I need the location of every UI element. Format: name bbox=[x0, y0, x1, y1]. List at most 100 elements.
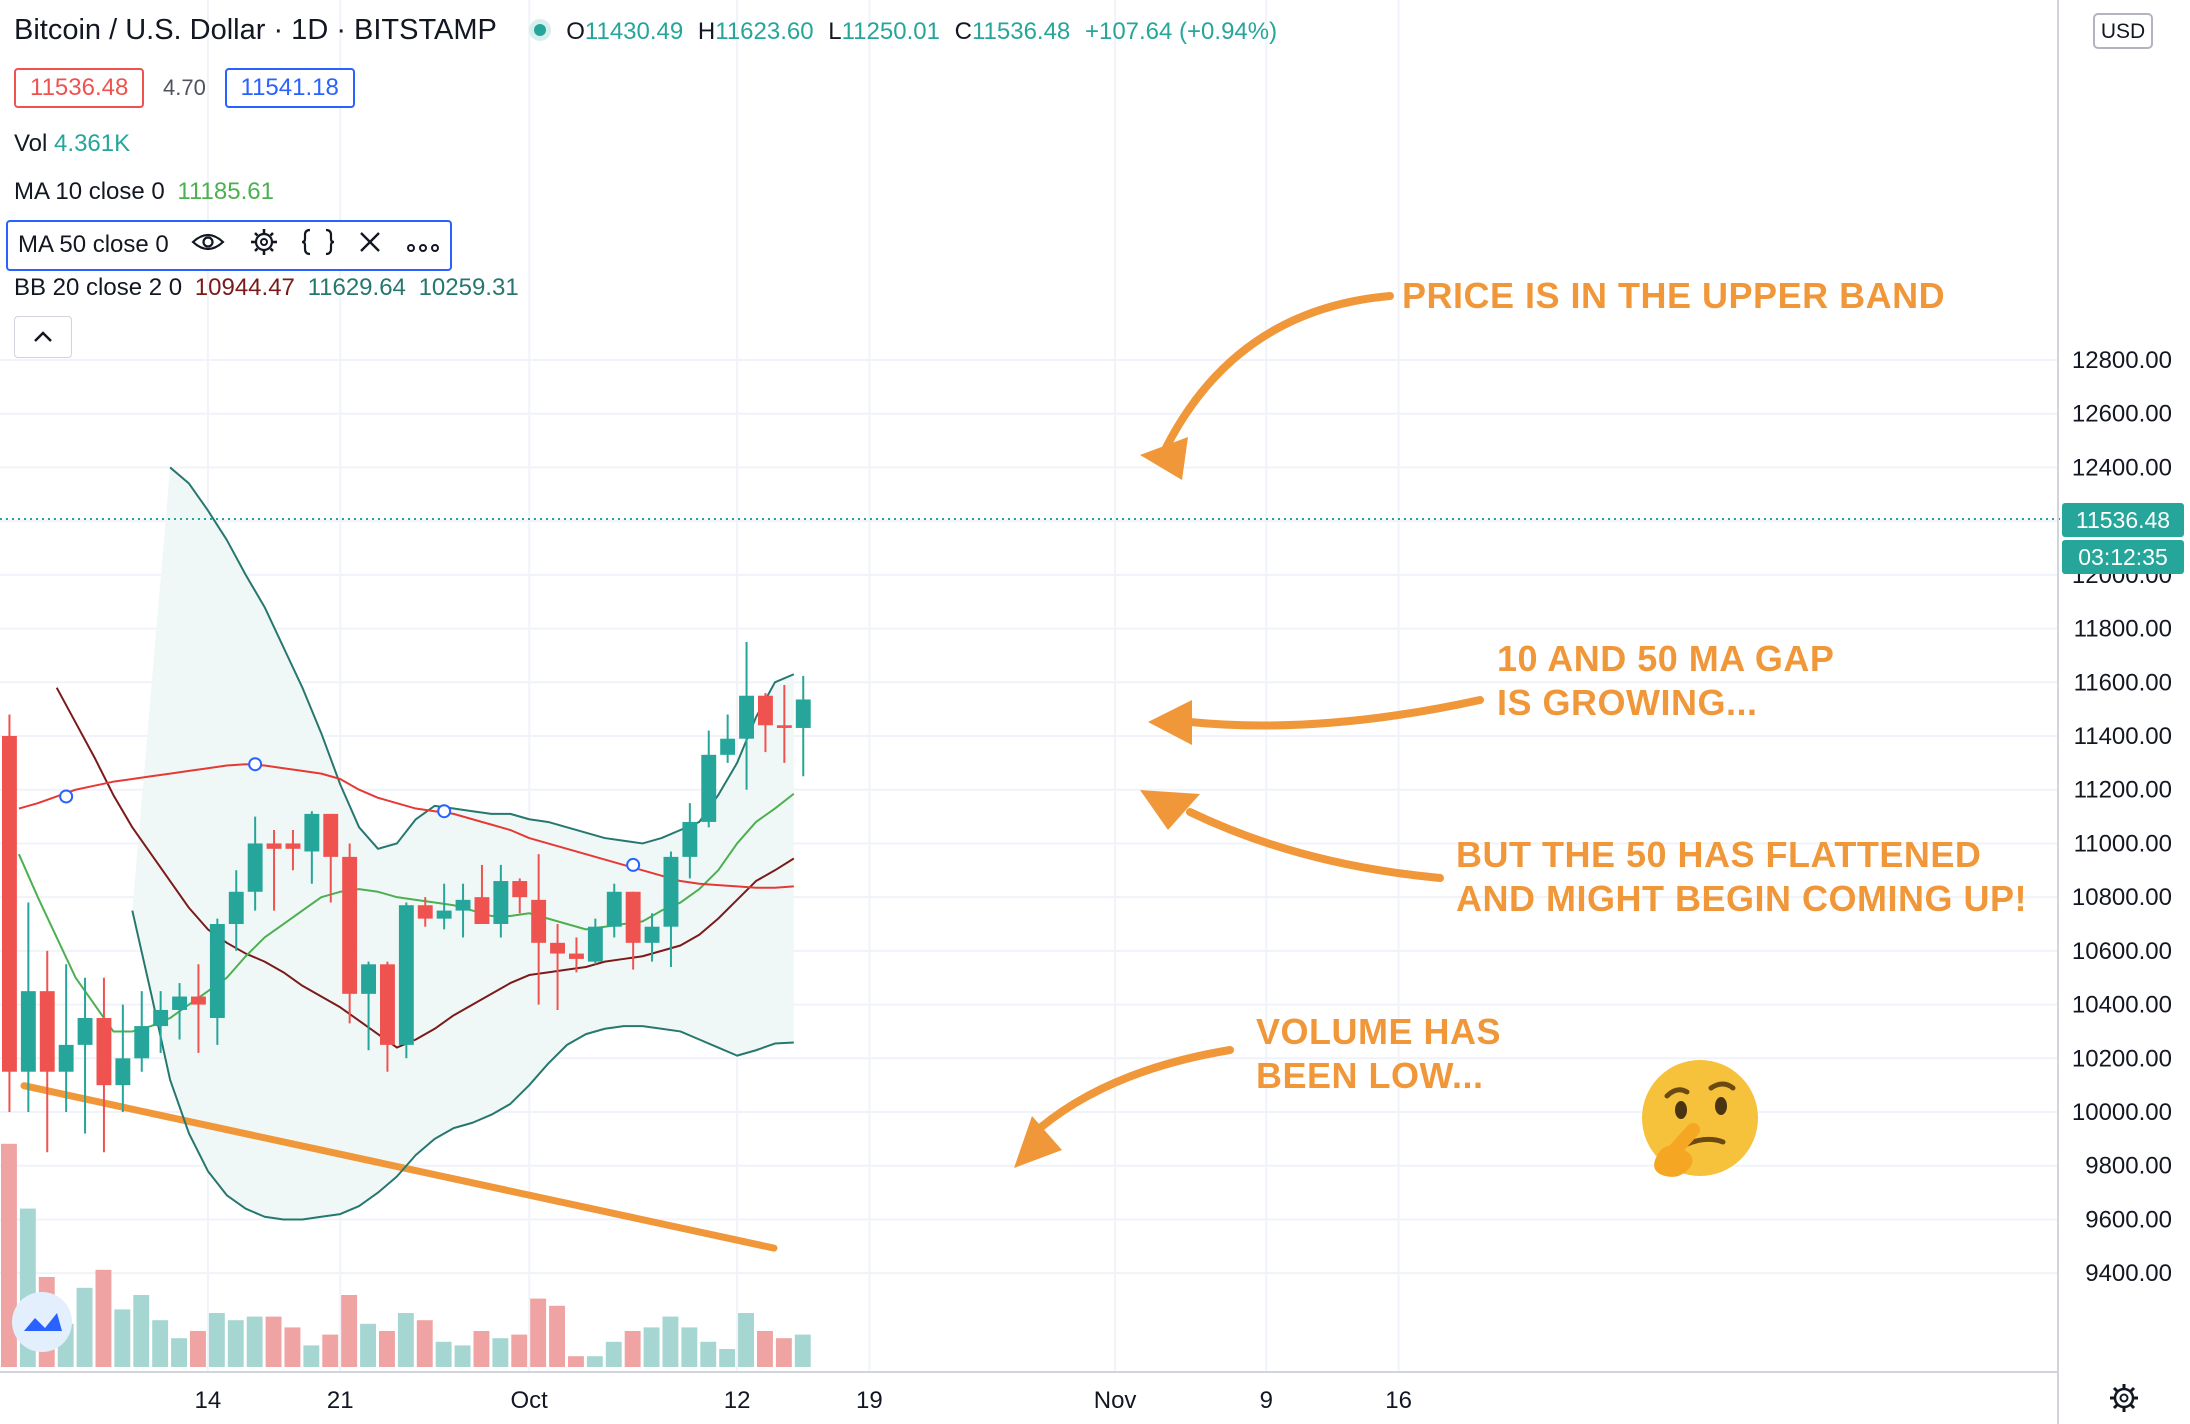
candles bbox=[2, 642, 811, 1153]
time-tick-label: 9 bbox=[1260, 1387, 1273, 1414]
price-tick-label: 11200.00 bbox=[2074, 777, 2172, 804]
arrow-ma-gap-head bbox=[1148, 700, 1192, 745]
candle-body bbox=[172, 996, 187, 1010]
collapse-legend-button[interactable] bbox=[14, 316, 72, 358]
volume-legend[interactable]: Vol 4.361K bbox=[14, 130, 130, 158]
candle-body bbox=[380, 964, 395, 1045]
price-tick-label: 12800.00 bbox=[2072, 347, 2172, 374]
annotation-ma-gap: 10 AND 50 MA GAP IS GROWING... bbox=[1497, 637, 1834, 725]
ohlc-close: 11536.48 bbox=[971, 18, 1071, 45]
eye-icon[interactable] bbox=[191, 230, 226, 261]
candle-body bbox=[587, 926, 603, 962]
price-tick-label: 11800.00 bbox=[2074, 616, 2172, 643]
settings-icon[interactable] bbox=[250, 228, 278, 263]
candle-body bbox=[304, 813, 320, 852]
price-tick-label: 11400.00 bbox=[2074, 723, 2172, 750]
ohlc-low: 11250.01 bbox=[841, 18, 940, 45]
countdown-label: 03:12:35 bbox=[2078, 544, 2168, 570]
candle-body bbox=[115, 1058, 131, 1086]
candle-body bbox=[209, 924, 225, 1019]
arrow-upper-band-head bbox=[1140, 437, 1188, 480]
price-tick-label: 11600.00 bbox=[2074, 669, 2172, 696]
source-code-icon[interactable] bbox=[301, 228, 335, 263]
symbol-title[interactable]: Bitcoin / U.S. Dollar · 1D · BITSTAMP bbox=[14, 14, 497, 46]
bb-label: BB 20 close 2 0 bbox=[14, 274, 183, 301]
candle-body bbox=[342, 856, 358, 994]
candle-body bbox=[323, 813, 339, 857]
candle-body bbox=[228, 891, 244, 925]
bb-legend[interactable]: BB 20 close 2 0 10944.47 11629.64 10259.… bbox=[14, 274, 519, 302]
ma50-marker bbox=[59, 789, 74, 804]
sell-price-box[interactable]: 11536.48 bbox=[14, 68, 145, 108]
price-tick-label: 10400.00 bbox=[2072, 992, 2172, 1019]
price-tick-label: 9400.00 bbox=[2085, 1260, 2172, 1287]
arrow-ma50 bbox=[1186, 808, 1444, 882]
volume-bar bbox=[190, 1331, 206, 1367]
volume-bar bbox=[643, 1327, 660, 1367]
ma50-legend[interactable]: MA 50 close 0 bbox=[6, 220, 453, 271]
settings-gear-icon[interactable] bbox=[2110, 1384, 2138, 1412]
time-tick-label: 19 bbox=[856, 1387, 883, 1414]
price-tick-label: 11000.00 bbox=[2074, 830, 2172, 857]
volume-value: 4.361K bbox=[54, 130, 131, 157]
candle-body bbox=[644, 926, 660, 943]
candle-body bbox=[701, 754, 717, 822]
candle-body bbox=[285, 843, 301, 849]
candle-body bbox=[77, 1018, 93, 1045]
candle-body bbox=[134, 1026, 150, 1059]
candle-body bbox=[758, 695, 773, 726]
volume-bar bbox=[397, 1313, 414, 1367]
annotation-ma-gap-line1: 10 AND 50 MA GAP bbox=[1497, 638, 1835, 679]
candle-body bbox=[682, 821, 698, 857]
volume-bar bbox=[568, 1356, 584, 1367]
annotation-upper-band-text: PRICE IS IN THE UPPER BAND bbox=[1402, 275, 1946, 316]
volume-bar bbox=[265, 1316, 282, 1367]
ohlc-close-label: C bbox=[954, 18, 972, 45]
volume-bar bbox=[775, 1338, 792, 1367]
price-tick-label: 10000.00 bbox=[2072, 1099, 2172, 1126]
volume-bar bbox=[435, 1341, 452, 1367]
volume-bar bbox=[586, 1356, 603, 1367]
close-icon[interactable] bbox=[357, 229, 383, 262]
candle-body bbox=[776, 725, 792, 728]
price-label-bg bbox=[2062, 503, 2184, 537]
price-tick-label: 10800.00 bbox=[2072, 884, 2172, 911]
more-options-icon[interactable] bbox=[406, 232, 440, 260]
tradingview-logo-icon[interactable] bbox=[12, 1292, 72, 1352]
price-tick-label: 9800.00 bbox=[2085, 1153, 2172, 1180]
bb-lower-line bbox=[131, 910, 794, 1221]
annotation-volume-line1: VOLUME HAS bbox=[1256, 1011, 1502, 1052]
volume-bar bbox=[662, 1316, 679, 1367]
volume-bar bbox=[549, 1305, 565, 1367]
candle-body bbox=[436, 910, 452, 919]
bb-basis-value: 10944.47 bbox=[194, 274, 295, 301]
volume-bar bbox=[379, 1331, 395, 1367]
buy-price-box[interactable]: 11541.18 bbox=[224, 68, 355, 108]
currency-label: USD bbox=[2101, 20, 2145, 43]
arrow-ma-gap bbox=[1186, 696, 1484, 730]
candle-body bbox=[2, 736, 17, 1072]
volume-bar bbox=[360, 1323, 376, 1367]
ma50-marker bbox=[248, 757, 263, 772]
candle-body bbox=[58, 1044, 74, 1072]
volume-bar bbox=[1, 1143, 17, 1367]
candle-body bbox=[625, 891, 641, 943]
volume-bar bbox=[171, 1338, 187, 1367]
candle-body bbox=[39, 991, 55, 1072]
volume-bar bbox=[95, 1269, 112, 1367]
candle-body bbox=[361, 964, 376, 994]
annotation-volume-line2: BEEN LOW... bbox=[1256, 1055, 1484, 1096]
volume-bar bbox=[114, 1309, 131, 1367]
price-tick-label: 12400.00 bbox=[2072, 454, 2172, 481]
volume-bar bbox=[473, 1331, 490, 1367]
currency-box[interactable] bbox=[2093, 13, 2153, 49]
ohlc-change: +107.64 (+0.94%) bbox=[1084, 18, 1278, 45]
volume-bar bbox=[738, 1313, 754, 1367]
candle-body bbox=[455, 899, 471, 911]
volume-bar bbox=[492, 1338, 509, 1367]
candle-body bbox=[606, 891, 622, 927]
ma10-value: 11185.61 bbox=[177, 178, 274, 205]
candle-body bbox=[512, 881, 528, 898]
ma10-legend[interactable]: MA 10 close 0 11185.61 bbox=[14, 178, 274, 206]
